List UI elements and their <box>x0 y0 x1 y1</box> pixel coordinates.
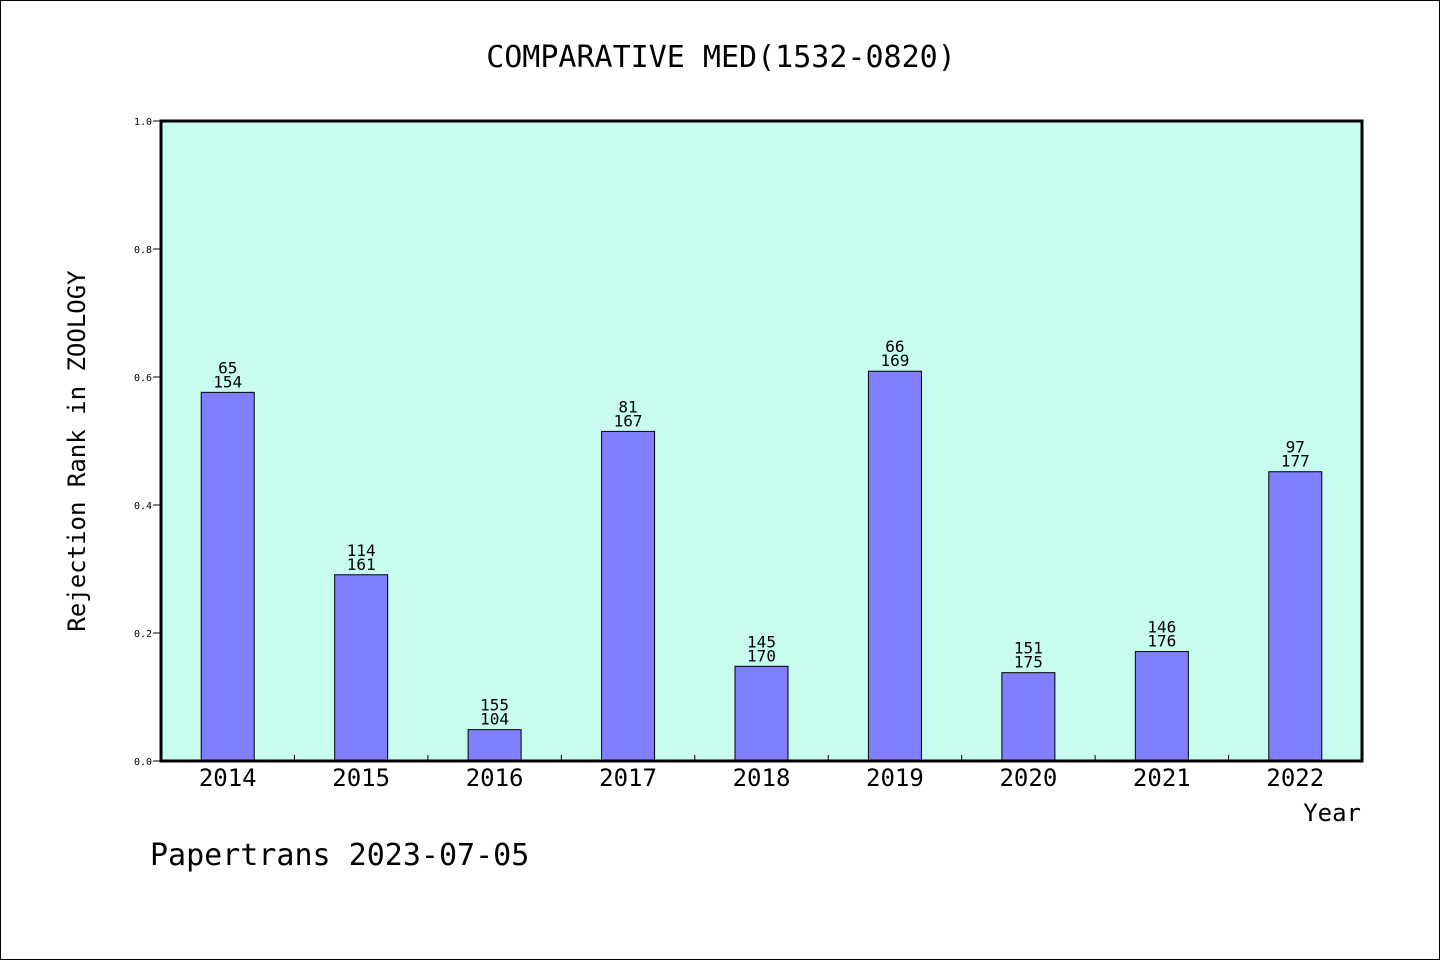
bar-label-bottom-2016: 104 <box>480 710 509 729</box>
x-tick-label-2021: 2021 <box>1133 764 1191 792</box>
bar-label-top-2020: 151 <box>1014 639 1043 658</box>
footer-date-stamp: Papertrans 2023-07-05 <box>150 838 529 873</box>
bar-label-bottom-2017: 167 <box>614 411 643 430</box>
y-tick-label: 0.2 <box>134 629 152 640</box>
bar-2018 <box>734 665 789 762</box>
y-tick-label: 0.4 <box>134 501 152 512</box>
bar-label-top-2019: 66 <box>885 337 904 356</box>
y-tick-label: 0.6 <box>134 373 152 384</box>
bar-label-top-2017: 81 <box>618 397 637 416</box>
y-axis-label: Rejection Rank in ZOOLOGY <box>63 270 91 632</box>
bar-label-top-2016: 155 <box>480 696 509 715</box>
x-tick-label-2022: 2022 <box>1266 764 1324 792</box>
bar-2017 <box>601 430 656 762</box>
bar-label-bottom-2018: 170 <box>747 646 776 665</box>
bar-2019 <box>867 370 922 762</box>
x-tick-label-2019: 2019 <box>866 764 924 792</box>
x-tick-label-2014: 2014 <box>199 764 257 792</box>
bar-2022 <box>1268 471 1323 762</box>
axis-ticks-group: 2014 2015 2016 2017 2018 2019 2020 2021 2022 0.0 0… <box>134 117 1324 792</box>
y-tick-label: 0.0 <box>134 757 152 768</box>
plot-border <box>159 119 1364 763</box>
x-tick-label-2016: 2016 <box>466 764 524 792</box>
y-tick-label: 1.0 <box>134 117 152 128</box>
bar-2014 <box>200 391 255 762</box>
bar-2015 <box>334 574 389 762</box>
bar-label-bottom-2020: 175 <box>1014 653 1043 672</box>
bar-label-bottom-2021: 176 <box>1147 632 1176 651</box>
bar-label-bottom-2015: 161 <box>347 555 376 574</box>
x-tick-label-2020: 2020 <box>999 764 1057 792</box>
y-tick-label: 0.8 <box>134 245 152 256</box>
x-tick-label-2018: 2018 <box>733 764 791 792</box>
bar-2021 <box>1134 651 1189 762</box>
bar-label-top-2018: 145 <box>747 632 776 651</box>
bar-label-bottom-2022: 177 <box>1281 452 1310 471</box>
bar-2020 <box>1001 672 1056 762</box>
bar-label-bottom-2014: 154 <box>213 372 242 391</box>
bar-label-top-2015: 114 <box>347 541 376 560</box>
x-axis-label: Year <box>1303 799 1361 827</box>
bar-2016 <box>467 729 522 762</box>
x-tick-label-2015: 2015 <box>332 764 390 792</box>
bar-label-top-2021: 146 <box>1147 618 1176 637</box>
bar-label-bottom-2019: 169 <box>880 351 909 370</box>
bar-label-top-2014: 65 <box>218 358 237 377</box>
x-tick-label-2017: 2017 <box>599 764 657 792</box>
chart-title: COMPARATIVE MED(1532-0820) <box>486 40 956 75</box>
bar-label-top-2022: 97 <box>1286 438 1305 457</box>
